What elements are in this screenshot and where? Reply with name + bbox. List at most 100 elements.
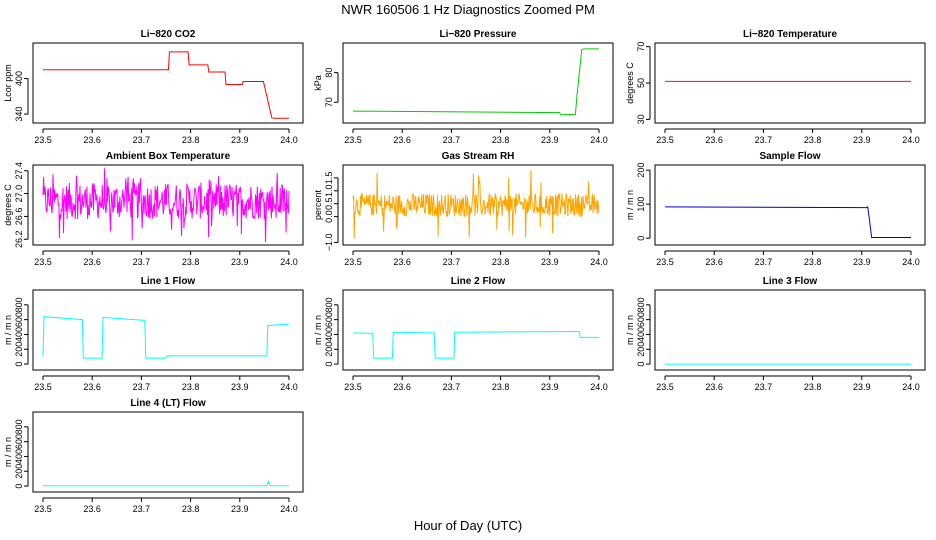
x-tick-label: 23.5 [34, 257, 52, 267]
x-tick-label: 23.7 [755, 135, 773, 145]
x-tick-label: 23.8 [804, 257, 822, 267]
x-tick-label: 23.7 [133, 257, 151, 267]
x-tick-label: 23.5 [344, 135, 362, 145]
y-tick-label: 800 [324, 297, 334, 312]
panel-li-820-temperature: Li−820 Temperature degrees C 23.5 23.6 23.7 2… [625, 29, 926, 145]
panel-li-820-pressure: Li−820 Pressure kPa 23.5 23.6 23.7 23.8 23.9 24… [313, 29, 614, 145]
plot-frame [32, 289, 304, 371]
y-tick-label: 600 [636, 312, 646, 327]
chart-panels: Li−820 CO2 Lcor ppm 23.5 23.6 23.7 23.8 23.9 24… [3, 29, 926, 514]
x-tick-label: 23.9 [853, 257, 871, 267]
panel-title: Li−820 Pressure [440, 29, 517, 40]
x-tick-label: 23.6 [83, 257, 101, 267]
y-tick-label: 600 [324, 312, 334, 327]
panel-sample-flow: Sample Flow m / m n 23.5 23.6 23.7 23.8 23.9 24… [625, 151, 926, 267]
x-tick-label: 24.0 [280, 504, 298, 514]
panel-gas-stream-rh: Gas Stream RH percent 23.5 23.6 23.7 23.8 23.9… [313, 151, 614, 267]
y-tick-label: 100 [636, 197, 646, 212]
x-tick-label: 23.9 [231, 382, 249, 392]
panel-li-820-co2: Li−820 CO2 Lcor ppm 23.5 23.6 23.7 23.8 23.9 24… [3, 29, 304, 145]
y-tick-label: 0 [636, 236, 646, 241]
x-tick-label: 23.9 [853, 382, 871, 392]
x-tick-label: 23.6 [393, 135, 411, 145]
x-tick-label: 24.0 [280, 257, 298, 267]
panel-title: Li−820 Temperature [743, 29, 837, 40]
panel-title: Li−820 CO2 [141, 29, 196, 40]
x-tick-label: 23.6 [705, 135, 723, 145]
panel-title: Gas Stream RH [442, 151, 515, 162]
y-axis-label: kPa [313, 75, 323, 91]
y-tick-label: 1.0 [324, 185, 334, 198]
panel-title: Sample Flow [759, 151, 820, 162]
x-tick-label: 23.8 [182, 135, 200, 145]
x-tick-label: 23.6 [83, 504, 101, 514]
y-tick-label: 30 [636, 114, 646, 124]
y-tick-label: 340 [14, 107, 24, 122]
y-tick-label: 400 [14, 449, 24, 464]
series-line [42, 168, 290, 242]
y-axis-label: m / m n [3, 437, 13, 467]
y-tick-label: 600 [14, 434, 24, 449]
series-line [43, 51, 289, 119]
y-tick-label: 400 [324, 327, 334, 342]
y-tick-label: 26.6 [14, 208, 24, 226]
series-line [352, 330, 599, 359]
y-axis-label: percent [313, 189, 323, 220]
x-tick-label: 24.0 [590, 382, 608, 392]
y-tick-label: 800 [636, 297, 646, 312]
x-tick-label: 23.5 [34, 135, 52, 145]
x-tick-label: 23.6 [83, 135, 101, 145]
panel-line-3-flow: Line 3 Flow m / m n 23.5 23.6 23.7 23.8 23.9 24… [625, 276, 926, 392]
x-tick-label: 23.6 [83, 382, 101, 392]
x-tick-label: 23.5 [656, 135, 674, 145]
y-tick-label: 800 [14, 419, 24, 434]
y-tick-label: 400 [636, 327, 646, 342]
x-tick-label: 23.5 [34, 504, 52, 514]
x-tick-label: 23.9 [541, 135, 559, 145]
x-tick-label: 23.7 [755, 257, 773, 267]
panel-title: Line 3 Flow [763, 276, 818, 287]
x-tick-label: 24.0 [280, 382, 298, 392]
x-tick-label: 23.8 [492, 382, 510, 392]
y-tick-label: 200 [14, 342, 24, 357]
panel-title: Line 2 Flow [451, 276, 506, 287]
panel-title: Line 4 (LT) Flow [130, 398, 206, 409]
y-tick-label: 0 [324, 362, 334, 367]
y-tick-label: 200 [636, 342, 646, 357]
x-tick-label: 23.8 [804, 135, 822, 145]
panel-title: Ambient Box Temperature [106, 151, 231, 162]
y-tick-label: 0 [14, 362, 24, 367]
x-tick-label: 23.9 [231, 257, 249, 267]
y-tick-label: 200 [324, 342, 334, 357]
x-tick-label: 23.5 [656, 382, 674, 392]
x-tick-label: 23.7 [755, 382, 773, 392]
plot-frame [32, 164, 304, 246]
plot-frame [654, 164, 926, 246]
y-tick-label: 600 [14, 312, 24, 327]
plot-frame [654, 42, 926, 124]
plot-frame [342, 289, 614, 371]
x-tick-label: 23.7 [133, 504, 151, 514]
y-axis-label: m / m n [625, 190, 635, 220]
panel-ambient-box-temperature: Ambient Box Temperature degrees C 23.5 23.6… [3, 151, 304, 267]
x-tick-label: 24.0 [902, 135, 920, 145]
x-tick-label: 23.6 [705, 382, 723, 392]
panel-line-4-lt-flow: Line 4 (LT) Flow m / m n 23.5 23.6 23.7 23.8 2… [3, 398, 304, 514]
y-axis-label: m / m n [3, 315, 13, 345]
y-tick-label: 800 [14, 297, 24, 312]
plot-frame [32, 42, 304, 124]
y-tick-label: 50 [636, 78, 646, 88]
x-tick-label: 23.5 [656, 257, 674, 267]
y-tick-label: 400 [14, 327, 24, 342]
y-tick-label: 1.5 [324, 172, 334, 185]
y-tick-label: 200 [636, 163, 646, 178]
plot-frame [342, 164, 614, 246]
y-tick-label: 400 [14, 71, 24, 86]
plot-frame [32, 411, 304, 493]
figure-title: NWR 160506 1 Hz Diagnostics Zoomed PM [341, 2, 595, 17]
y-tick-label: 0.5 [324, 197, 334, 210]
x-tick-label: 23.7 [443, 257, 461, 267]
x-tick-label: 23.5 [344, 382, 362, 392]
x-tick-label: 23.8 [492, 135, 510, 145]
panel-line-2-flow: Line 2 Flow m / m n 23.5 23.6 23.7 23.8 23.9 24… [313, 276, 614, 392]
